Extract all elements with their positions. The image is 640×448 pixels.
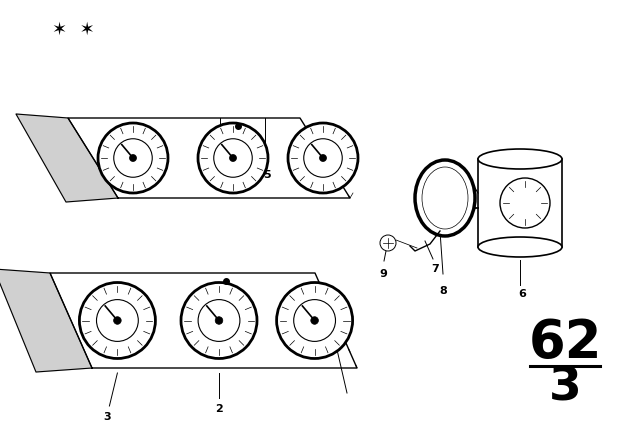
Circle shape <box>276 283 353 358</box>
Circle shape <box>98 123 168 193</box>
Text: 4: 4 <box>218 170 226 180</box>
Circle shape <box>129 155 136 161</box>
Polygon shape <box>16 114 118 202</box>
Circle shape <box>181 283 257 358</box>
Text: ✶  ✶: ✶ ✶ <box>52 21 95 39</box>
Circle shape <box>198 123 268 193</box>
Polygon shape <box>68 118 350 198</box>
Polygon shape <box>50 273 357 368</box>
Circle shape <box>79 283 156 358</box>
Ellipse shape <box>422 167 468 229</box>
Circle shape <box>380 235 396 251</box>
Ellipse shape <box>478 237 562 257</box>
Circle shape <box>215 317 223 324</box>
Text: 5: 5 <box>263 170 271 180</box>
Text: 8: 8 <box>439 286 447 296</box>
Circle shape <box>288 123 358 193</box>
Polygon shape <box>0 269 92 372</box>
Circle shape <box>319 155 326 161</box>
Ellipse shape <box>415 160 475 236</box>
Circle shape <box>230 155 237 161</box>
Ellipse shape <box>478 149 562 169</box>
Text: 9: 9 <box>379 269 387 279</box>
Circle shape <box>311 317 319 324</box>
Text: 62: 62 <box>528 317 602 369</box>
Text: 3: 3 <box>548 366 581 410</box>
Text: 2: 2 <box>215 404 223 414</box>
Circle shape <box>114 317 121 324</box>
Circle shape <box>500 178 550 228</box>
Text: 6: 6 <box>518 289 526 299</box>
Text: 3: 3 <box>104 412 111 422</box>
Text: 7: 7 <box>431 264 439 274</box>
